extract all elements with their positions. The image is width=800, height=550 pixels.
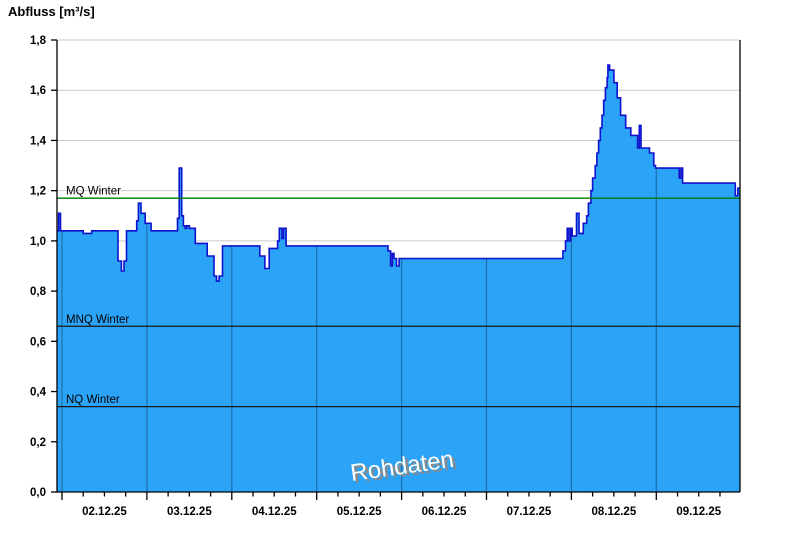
- mnq-winter-label: MNQ Winter: [66, 314, 129, 326]
- y-tick-label: 0,6: [30, 336, 46, 348]
- y-axis-title: Abfluss [m³/s]: [8, 4, 95, 19]
- y-tick-label: 1,2: [30, 186, 46, 198]
- x-date-label: 08.12.25: [591, 506, 636, 518]
- y-tick-label: 1,0: [30, 236, 46, 248]
- y-tick-label: 1,4: [30, 135, 47, 147]
- discharge-series-line: [57, 64, 740, 282]
- y-tick-label: 1,6: [30, 85, 46, 97]
- x-date-label: 04.12.25: [252, 506, 297, 518]
- x-date-label: 09.12.25: [676, 506, 721, 518]
- y-tick-label: 0,4: [30, 387, 47, 399]
- y-tick-label: 0,8: [30, 286, 47, 298]
- x-date-label: 02.12.25: [82, 506, 127, 518]
- x-date-label: 06.12.25: [422, 506, 467, 518]
- mq-winter-label: MQ Winter: [66, 186, 121, 198]
- y-tick-label: 1,8: [30, 35, 47, 47]
- y-tick-label: 0,2: [30, 437, 46, 449]
- discharge-area-fill: [57, 65, 740, 492]
- x-date-label: 03.12.25: [167, 506, 212, 518]
- nq-winter-label: NQ Winter: [66, 394, 120, 406]
- x-date-label: 07.12.25: [507, 506, 552, 518]
- y-tick-label: 0,0: [30, 487, 46, 499]
- x-date-label: 05.12.25: [337, 506, 382, 518]
